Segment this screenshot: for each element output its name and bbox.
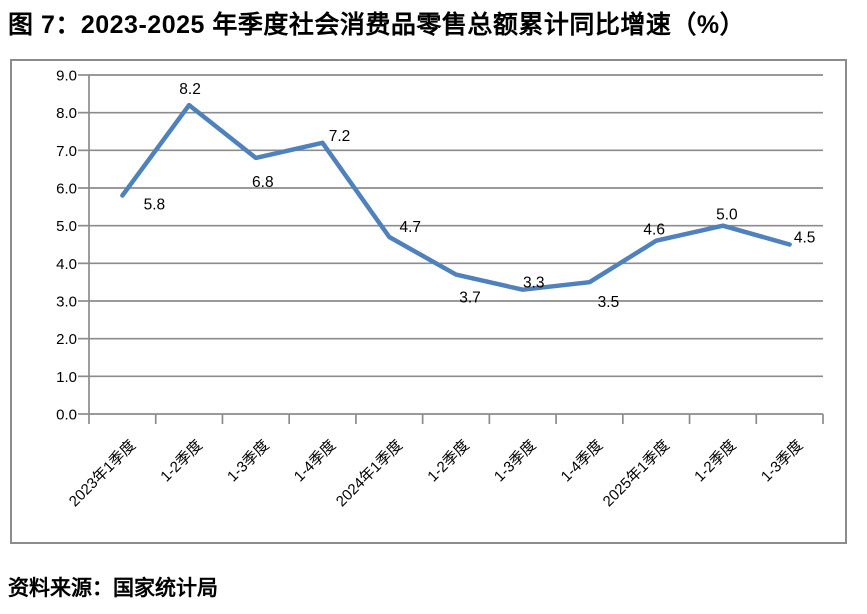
x-category-label: 2025年1季度 — [600, 437, 673, 510]
data-label: 4.6 — [643, 222, 665, 239]
chart-frame: 0.0 1.0 2.0 3.0 4.0 5.0 6.0 7.0 8.0 9.0 2023年1季度 1-… — [10, 59, 847, 544]
y-tick-label: 5.0 — [56, 218, 77, 235]
data-label: 5.8 — [144, 197, 166, 214]
x-category-label: 1-2季度 — [157, 437, 206, 486]
y-tick-label: 9.0 — [56, 68, 77, 85]
line-chart: 0.0 1.0 2.0 3.0 4.0 5.0 6.0 7.0 8.0 9.0 2023年1季度 1-… — [56, 68, 824, 510]
y-tick-label: 4.0 — [56, 256, 77, 273]
y-tick-label: 8.0 — [56, 105, 77, 122]
data-label: 4.7 — [399, 219, 421, 236]
data-label: 3.3 — [523, 275, 545, 292]
x-category-label: 1-4季度 — [291, 437, 340, 486]
figure-title: 图 7：2023-2025 年季度社会消费品零售总额累计同比增速（%） — [8, 11, 746, 39]
data-label: 8.2 — [179, 81, 201, 98]
data-label: 3.7 — [459, 290, 481, 307]
y-tick-label: 7.0 — [56, 143, 77, 160]
y-tick-label: 6.0 — [56, 181, 77, 198]
data-label: 7.2 — [329, 128, 351, 145]
x-category-label: 1-4季度 — [558, 437, 607, 486]
x-category-label: 1-2季度 — [691, 437, 740, 486]
series-line — [120, 102, 792, 292]
x-category-label: 2024年1季度 — [333, 437, 406, 510]
x-category-label: 1-3季度 — [758, 437, 807, 486]
x-category-label: 2023年1季度 — [66, 437, 139, 510]
y-tick-label: 1.0 — [56, 369, 77, 386]
y-tick-label: 2.0 — [56, 331, 77, 348]
data-label: 6.8 — [252, 174, 274, 191]
x-category-label: 1-3季度 — [224, 437, 273, 486]
data-label: 3.5 — [598, 294, 620, 311]
x-category-label: 1-2季度 — [424, 437, 473, 486]
x-category-label: 1-3季度 — [491, 437, 540, 486]
source-note: 资料来源：国家统计局 — [8, 577, 218, 600]
y-tick-label: 3.0 — [56, 294, 77, 311]
data-label: 5.0 — [716, 207, 738, 224]
data-label: 4.5 — [794, 230, 816, 247]
y-tick-label: 0.0 — [56, 407, 77, 424]
